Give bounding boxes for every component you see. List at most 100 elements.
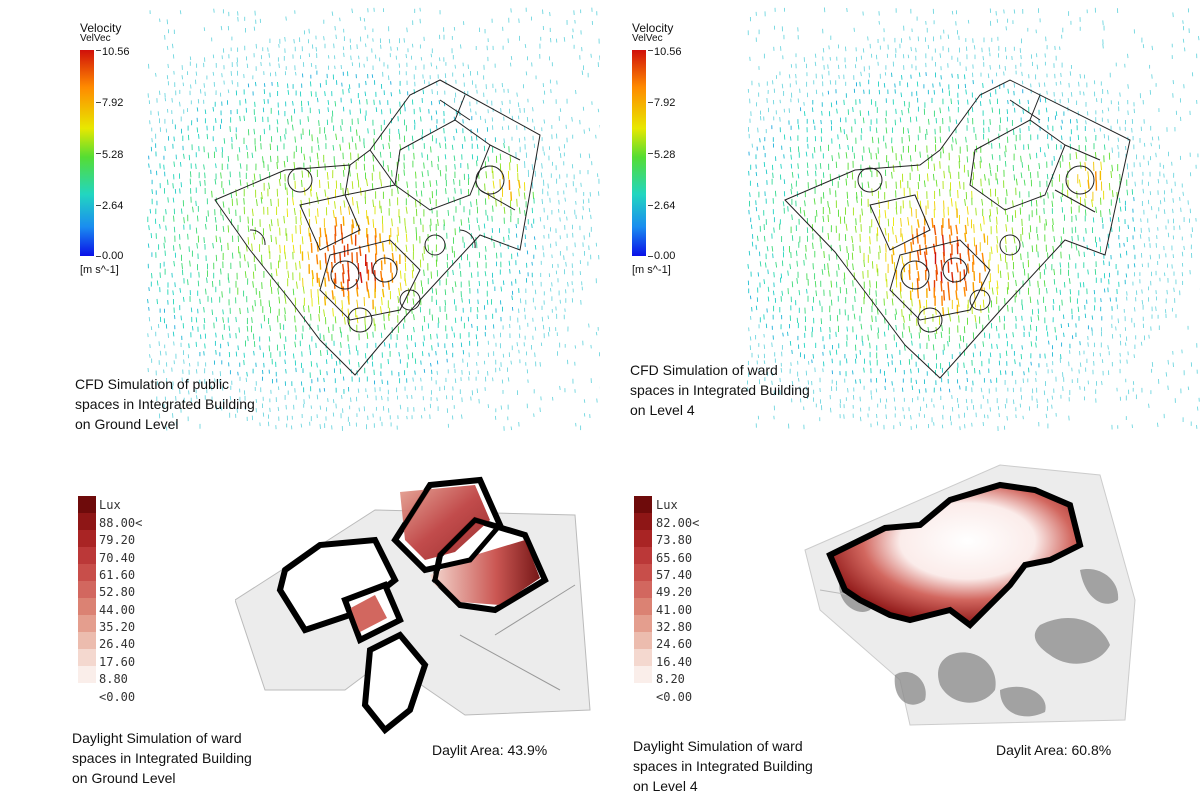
velocity-vector	[955, 224, 959, 235]
velocity-vector	[1022, 262, 1024, 269]
velocity-vector	[843, 414, 845, 419]
velocity-vector	[1085, 136, 1087, 142]
velocity-vector	[445, 188, 447, 195]
velocity-vector	[476, 217, 478, 224]
velocity-vector	[335, 133, 338, 140]
velocity-vector	[319, 227, 322, 238]
velocity-vector	[326, 371, 328, 376]
velocity-vector	[1117, 137, 1120, 142]
velocity-vector	[812, 242, 814, 250]
velocity-vector	[1005, 26, 1007, 31]
velocity-vector	[149, 208, 152, 214]
velocity-vector	[907, 107, 910, 114]
lux-legend-value: 44.00	[99, 603, 136, 617]
velocity-vector	[942, 146, 944, 154]
velocity-vector	[1123, 242, 1125, 247]
velocity-vector	[531, 182, 534, 189]
velocity-vector	[1139, 234, 1142, 239]
velocity-vector	[1047, 125, 1049, 130]
velocity-vector	[1087, 342, 1089, 347]
velocity-vector	[1067, 323, 1070, 328]
velocity-vector	[492, 191, 495, 199]
velocity-vector	[860, 323, 863, 330]
velocity-vector	[838, 152, 840, 159]
velocity-vector	[1079, 73, 1081, 79]
velocity-vector	[583, 399, 586, 403]
velocity-vector	[797, 173, 800, 179]
velocity-vector	[891, 381, 893, 386]
velocity-vector	[1163, 173, 1165, 178]
velocity-vector	[340, 281, 343, 292]
velocity-vector	[396, 47, 399, 51]
velocity-vector	[430, 333, 432, 340]
velocity-vector	[1062, 386, 1064, 391]
velocity-vector	[508, 260, 511, 266]
velocity-vector	[301, 179, 303, 187]
velocity-vector	[1163, 209, 1166, 215]
velocity-vector	[398, 351, 400, 357]
velocity-vector	[1182, 38, 1185, 43]
velocity-vector	[821, 269, 824, 275]
velocity-vector	[294, 297, 297, 306]
velocity-vector	[1150, 142, 1152, 147]
velocity-vector	[467, 217, 470, 224]
velocity-vector	[1027, 164, 1030, 172]
velocity-vector	[980, 156, 982, 163]
velocity-vector	[846, 246, 848, 254]
velocity-vector	[189, 171, 192, 178]
velocity-vector	[294, 136, 296, 143]
velocity-vector	[949, 171, 952, 179]
velocity-vector	[940, 280, 943, 292]
velocity-vector	[819, 300, 821, 306]
velocity-vector	[221, 386, 224, 391]
velocity-vector	[172, 197, 175, 203]
velocity-vector	[901, 387, 904, 392]
velocity-vector	[1045, 413, 1048, 419]
velocity-vector	[181, 75, 184, 80]
velocity-vector	[815, 164, 817, 170]
velocity-vector	[1119, 206, 1122, 212]
velocity-vector	[943, 170, 945, 179]
velocity-vector	[1005, 245, 1007, 253]
velocity-vector	[363, 142, 365, 149]
velocity-vector	[215, 405, 218, 411]
velocity-vector	[179, 243, 181, 250]
velocity-vector	[516, 92, 518, 97]
velocity-vector	[454, 281, 457, 288]
velocity-vector	[909, 187, 911, 196]
velocity-vector	[454, 164, 456, 170]
velocity-vector	[1103, 260, 1105, 266]
velocity-vector	[541, 198, 544, 205]
velocity-vector	[549, 11, 551, 17]
velocity-vector	[420, 377, 422, 382]
velocity-vector	[1043, 82, 1046, 87]
velocity-vector	[1172, 12, 1174, 18]
velocity-vector	[790, 154, 792, 160]
velocity-vector	[748, 250, 751, 256]
velocity-vector	[1051, 200, 1054, 207]
velocity-vector	[302, 286, 305, 294]
velocity-vector	[518, 270, 521, 275]
velocity-vector	[835, 161, 838, 169]
velocity-vector	[932, 344, 935, 351]
velocity-vector	[955, 262, 959, 273]
velocity-vector	[245, 377, 248, 382]
velocity-vector	[771, 246, 774, 252]
velocity-vector	[814, 53, 817, 58]
velocity-vector	[325, 134, 327, 141]
velocity-vector	[343, 200, 346, 208]
velocity-vector	[797, 124, 800, 130]
velocity-vector	[940, 331, 943, 338]
velocity-vector	[1126, 291, 1128, 296]
velocity-vector	[342, 216, 345, 226]
velocity-vector	[351, 8, 353, 14]
velocity-vector	[408, 145, 410, 151]
velocity-vector	[156, 280, 159, 286]
velocity-vector	[1022, 109, 1024, 114]
velocity-vector	[246, 371, 248, 377]
velocity-vector	[445, 350, 448, 355]
velocity-vector	[429, 224, 431, 232]
velocity-vector	[533, 236, 536, 240]
velocity-vectors	[147, 7, 600, 431]
velocity-vector	[747, 264, 749, 269]
